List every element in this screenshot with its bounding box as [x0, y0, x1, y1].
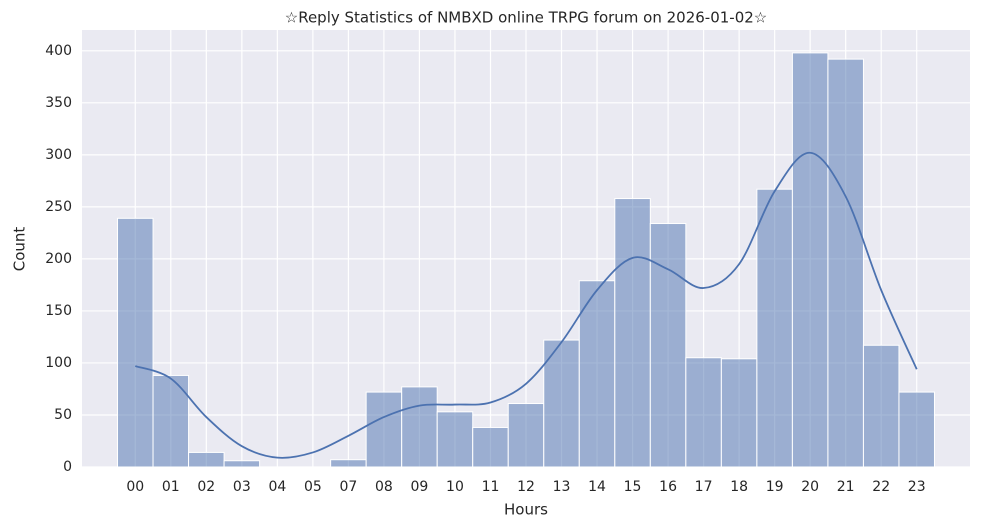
bar [578, 280, 616, 468]
bar [330, 459, 367, 468]
y-tick-label: 150 [45, 303, 72, 319]
x-tick-label: 09 [411, 479, 429, 495]
bar [614, 198, 651, 468]
x-tick-label: 19 [766, 479, 784, 495]
bar [188, 451, 225, 468]
kde-line [134, 151, 918, 459]
x-tick-label: 00 [126, 479, 144, 495]
bar [401, 386, 438, 468]
x-tick-label: 03 [233, 479, 251, 495]
bar [223, 460, 261, 468]
bar [756, 188, 793, 468]
bar [720, 358, 758, 468]
x-tick-label: 07 [339, 479, 357, 495]
marks [117, 52, 935, 468]
y-tick-label: 50 [54, 407, 72, 423]
bar [152, 374, 190, 468]
x-tick-label: 17 [695, 479, 713, 495]
x-tick-label: 15 [624, 479, 642, 495]
bar [791, 52, 829, 468]
bar [436, 411, 474, 468]
x-tick-label: 22 [872, 479, 890, 495]
y-tick-label: 0 [63, 459, 72, 475]
x-tick-label: 13 [553, 479, 571, 495]
x-tick-label: 12 [517, 479, 535, 495]
bar [649, 223, 687, 468]
chart-title: ☆Reply Statistics of NMBXD online TRPG f… [285, 9, 768, 27]
x-tick-label: 18 [730, 479, 748, 495]
y-tick-label: 300 [45, 147, 72, 163]
x-tick-label: 11 [482, 479, 500, 495]
y-tick-label: 250 [45, 199, 72, 215]
x-tick-label: 20 [801, 479, 819, 495]
x-tick-label: 04 [268, 479, 286, 495]
x-tick-label: 02 [197, 479, 215, 495]
bar [827, 58, 864, 468]
y-tick-label: 350 [45, 95, 72, 111]
x-tick-label: 01 [162, 479, 180, 495]
x-tick-label: 21 [837, 479, 855, 495]
y-tick-label: 400 [45, 43, 72, 59]
x-tick-label: 23 [908, 479, 926, 495]
x-tick-label: 16 [659, 479, 677, 495]
x-tick-label: 10 [446, 479, 464, 495]
bar [472, 426, 509, 468]
bar [365, 391, 403, 468]
x-tick-label: 05 [304, 479, 322, 495]
bar [862, 344, 900, 468]
x-axis-label: Hours [504, 501, 548, 519]
bar [507, 403, 545, 468]
bar [898, 391, 935, 468]
y-tick-label: 100 [45, 355, 72, 371]
y-axis-label: Count [11, 227, 29, 272]
bar [685, 357, 722, 468]
bar [543, 339, 580, 468]
bar [117, 217, 154, 468]
x-tick-label: 14 [588, 479, 606, 495]
y-tick-label: 200 [45, 251, 72, 267]
x-tick-label: 08 [375, 479, 393, 495]
